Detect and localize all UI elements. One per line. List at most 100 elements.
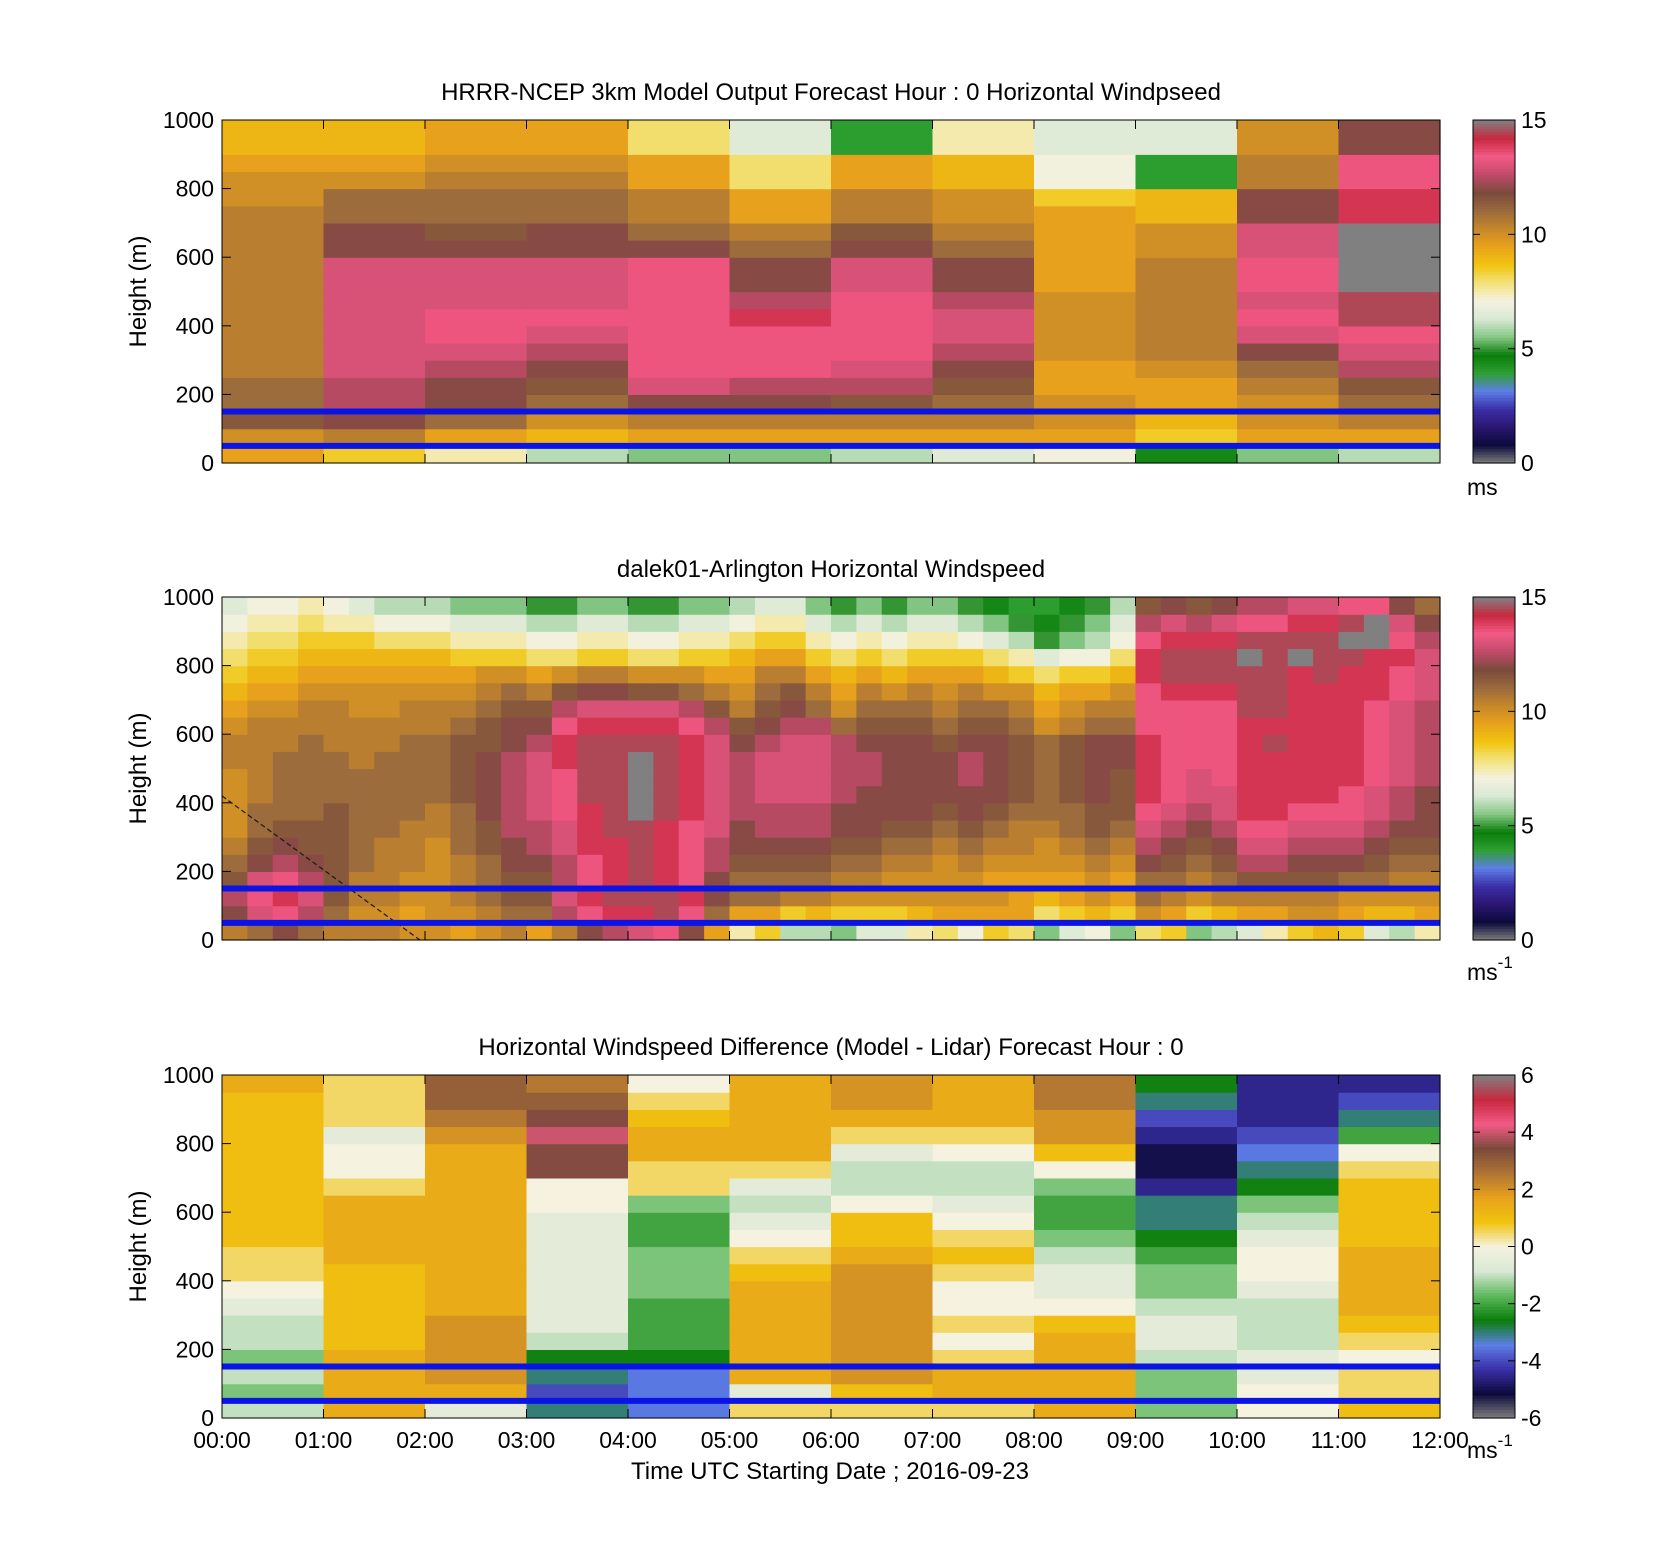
heatmap-cell xyxy=(323,1075,426,1093)
colorbar-segment xyxy=(1473,665,1515,670)
heatmap-cell xyxy=(323,274,426,293)
colorbar-segment xyxy=(1473,1363,1515,1368)
heatmap-cell xyxy=(425,1263,528,1282)
heatmap-cell xyxy=(323,308,426,327)
heatmap-cell xyxy=(628,342,731,361)
colorbar-segment xyxy=(1473,874,1515,878)
heatmap-cell xyxy=(374,597,401,615)
y-tick-label: 400 xyxy=(176,1268,214,1294)
heatmap-cell xyxy=(1363,768,1390,787)
heatmap-cell xyxy=(1034,394,1137,413)
colorbar-segment xyxy=(1473,165,1515,170)
heatmap-cell xyxy=(678,922,705,941)
heatmap-cell xyxy=(298,854,325,872)
heatmap-cell xyxy=(1237,1263,1340,1282)
heatmap-cell xyxy=(1084,922,1111,941)
colorbar-segment xyxy=(1473,322,1515,327)
heatmap-cell xyxy=(628,734,654,752)
heatmap-cell xyxy=(298,699,325,718)
heatmap-cell xyxy=(450,751,477,770)
heatmap-cell xyxy=(1034,1126,1137,1145)
heatmap-cell xyxy=(1034,325,1137,344)
colorbar-segment xyxy=(1473,1409,1515,1413)
colorbar-segment xyxy=(1473,1237,1515,1242)
heatmap-cell xyxy=(1186,751,1213,770)
heatmap-cell xyxy=(754,717,781,735)
heatmap-cell xyxy=(932,922,959,941)
heatmap-cell xyxy=(526,751,553,770)
heatmap-cell xyxy=(425,717,451,735)
colorbar-segment xyxy=(1473,1329,1515,1333)
heatmap-cell xyxy=(831,205,934,224)
heatmap-cell xyxy=(881,751,908,770)
heatmap-cell xyxy=(1389,922,1416,941)
heatmap-cell xyxy=(957,648,984,667)
heatmap-cell xyxy=(1135,1109,1238,1128)
heatmap-cell xyxy=(1135,665,1162,684)
heatmap-cell xyxy=(551,922,578,941)
heatmap-cell xyxy=(222,1263,325,1282)
heatmap-cell xyxy=(1287,905,1314,924)
heatmap-cell xyxy=(881,717,908,735)
colorbar-segment xyxy=(1473,1252,1515,1256)
heatmap-cell xyxy=(628,1160,731,1179)
y-axis-label: Height (m) xyxy=(125,712,152,824)
heatmap-cell xyxy=(526,274,629,293)
colorbar-segment xyxy=(1473,931,1515,935)
heatmap-cell xyxy=(831,1229,934,1248)
colorbar-segment xyxy=(1473,131,1515,135)
heatmap-cell xyxy=(678,854,705,872)
heatmap-cell xyxy=(932,291,1035,310)
heatmap-cell xyxy=(881,905,908,924)
heatmap-cell xyxy=(1338,631,1365,650)
heatmap-cell xyxy=(1287,837,1314,855)
heatmap-cell xyxy=(1211,905,1238,924)
heatmap-cell xyxy=(222,648,248,667)
heatmap-cell xyxy=(272,922,299,941)
heatmap-cell xyxy=(628,699,654,718)
heatmap-cell xyxy=(678,785,705,804)
heatmap-cell xyxy=(1262,922,1289,941)
heatmap-cell xyxy=(425,768,451,787)
heatmap-cell xyxy=(1389,854,1416,872)
heatmap-cell xyxy=(1135,120,1238,138)
heatmap-cell xyxy=(551,888,578,907)
heatmap-cell xyxy=(1262,682,1289,701)
heatmap-cell xyxy=(1059,905,1086,924)
heatmap-cell xyxy=(425,665,451,684)
heatmap-cell xyxy=(1237,377,1340,395)
heatmap-cell xyxy=(450,682,477,701)
heatmap-cell xyxy=(831,1212,934,1230)
heatmap-cell xyxy=(729,274,832,293)
heatmap-cell xyxy=(272,648,299,667)
colorbar-segment xyxy=(1473,737,1515,741)
heatmap-cell xyxy=(754,597,781,615)
heatmap-cell xyxy=(1414,802,1441,821)
heatmap-cell xyxy=(704,597,731,615)
heatmap-cell xyxy=(729,682,756,701)
heatmap-cell xyxy=(1084,682,1111,701)
heatmap-cell xyxy=(323,1297,426,1316)
heatmap-cell xyxy=(628,751,654,770)
heatmap-cell xyxy=(805,648,832,667)
heatmap-cell xyxy=(1338,1092,1441,1110)
heatmap-cell xyxy=(1237,854,1263,872)
heatmap-cell xyxy=(907,648,934,667)
heatmap-cell xyxy=(577,597,604,615)
heatmap-cell xyxy=(1414,597,1441,615)
heatmap-cell xyxy=(526,291,629,310)
heatmap-cell xyxy=(805,922,832,941)
heatmap-cell xyxy=(831,377,934,395)
heatmap-cell xyxy=(1414,905,1441,924)
heatmap-cell xyxy=(831,871,857,890)
heatmap-cell xyxy=(1363,785,1390,804)
heatmap-cell xyxy=(1135,240,1238,258)
heatmap-cell xyxy=(399,768,426,787)
plot-title: dalek01-Arlington Horizontal Windspeed xyxy=(617,556,1045,583)
heatmap-cell xyxy=(399,734,426,752)
heatmap-cell xyxy=(501,665,528,684)
colorbar-segment xyxy=(1473,177,1515,181)
heatmap-cell xyxy=(1135,1349,1238,1368)
heatmap-cell xyxy=(628,1075,731,1093)
heatmap-cell xyxy=(1135,905,1162,924)
